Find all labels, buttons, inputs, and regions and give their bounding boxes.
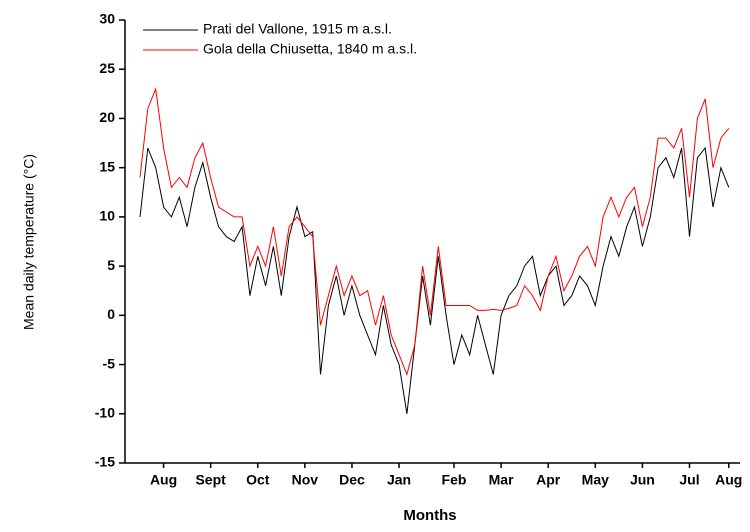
y-tick-label: 30	[99, 11, 115, 27]
y-tick-label: -5	[103, 355, 116, 371]
legend-label: Prati del Vallone, 1915 m a.s.l.	[203, 21, 392, 37]
x-tick-label: Aug	[150, 472, 177, 488]
series-line	[139, 146, 730, 414]
x-tick-label: Mar	[489, 472, 514, 488]
x-tick-label: Jul	[679, 472, 699, 488]
x-tick-label: Sept	[195, 472, 226, 488]
y-tick-label: 5	[107, 257, 115, 273]
x-tick-label: May	[582, 472, 609, 488]
x-axis-title: Months	[403, 507, 456, 524]
series-line	[139, 86, 730, 376]
y-tick-label: 0	[107, 306, 115, 322]
x-tick-label: Dec	[339, 472, 365, 488]
legend-label: Gola della Chiusetta, 1840 m a.s.l.	[203, 41, 417, 57]
y-tick-label: 10	[99, 208, 115, 224]
y-tick-label: 25	[99, 60, 115, 76]
y-tick-label: -15	[95, 454, 115, 470]
x-tick-label: Feb	[442, 472, 467, 488]
x-tick-label: Jan	[387, 472, 411, 488]
y-tick-label: 15	[99, 158, 115, 174]
x-tick-label: Jun	[630, 472, 655, 488]
x-tick-label: Nov	[292, 472, 319, 488]
x-tick-label: Apr	[536, 472, 561, 488]
x-tick-label: Oct	[246, 472, 270, 488]
x-tick-label: Aug	[715, 472, 742, 488]
y-tick-label: -10	[95, 404, 115, 420]
y-tick-label: 20	[99, 109, 115, 125]
y-axis-title: Mean daily temperature (°C)	[21, 154, 37, 330]
